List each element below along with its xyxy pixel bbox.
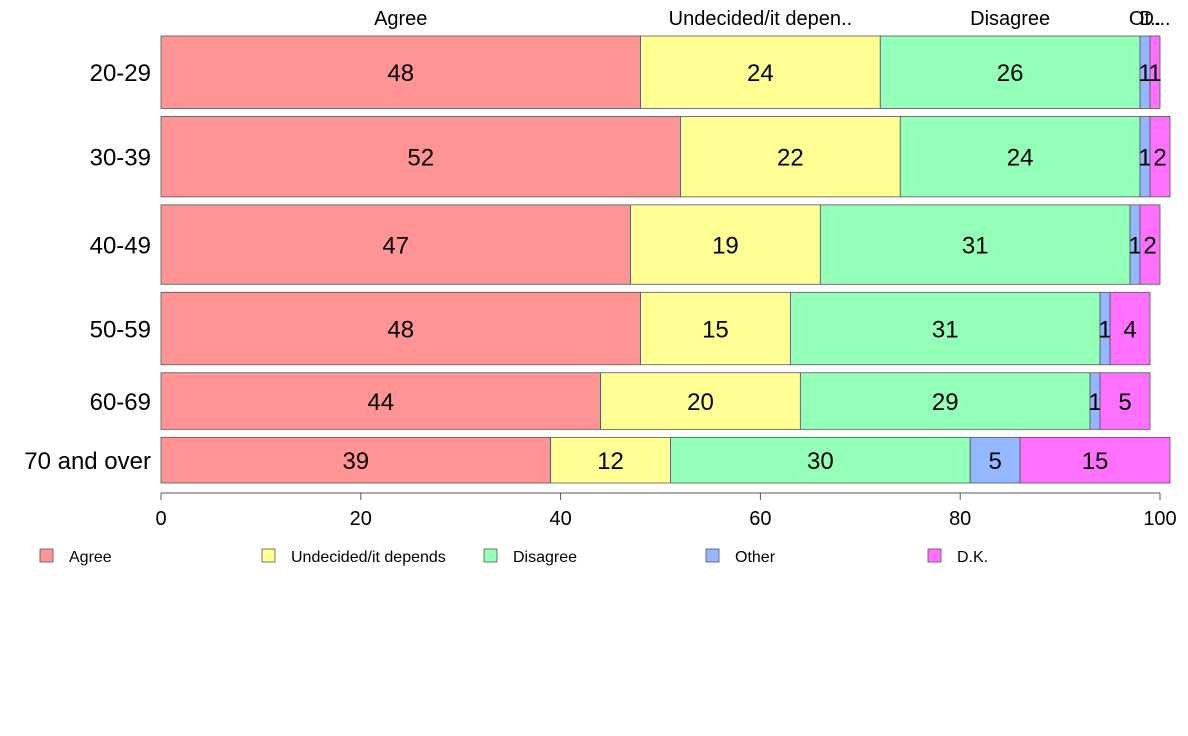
legend-label: D.K. — [957, 549, 988, 566]
category-label: 30-39 — [90, 145, 151, 172]
column-header: Ot.. — [1129, 8, 1161, 30]
bar-segment — [630, 204, 821, 285]
data-label: 4 — [1123, 317, 1136, 344]
bar-segment — [670, 436, 971, 484]
bar-segment — [969, 436, 1021, 484]
data-label: 24 — [1007, 145, 1034, 172]
bar-segment — [819, 204, 1131, 285]
bar-segment — [160, 116, 681, 198]
data-label: 1 — [1138, 145, 1151, 172]
data-label: 15 — [702, 317, 729, 344]
bar-segment — [1149, 116, 1171, 198]
data-label: 52 — [407, 145, 434, 172]
data-label: 1 — [1098, 317, 1111, 344]
legend-swatch — [705, 548, 720, 563]
data-label: 15 — [1082, 448, 1109, 475]
x-tick-label: 20 — [350, 508, 372, 530]
data-label: 24 — [747, 60, 774, 87]
data-label: 26 — [997, 60, 1024, 87]
data-label: 48 — [387, 317, 414, 344]
category-label: 20-29 — [90, 60, 151, 87]
data-label: 31 — [932, 317, 959, 344]
bar-segment — [160, 436, 552, 484]
legend-label: Disagree — [513, 549, 577, 566]
data-label: 1 — [1138, 60, 1151, 87]
data-label: 22 — [777, 145, 804, 172]
data-label: 29 — [932, 389, 959, 416]
data-label: 31 — [962, 233, 989, 260]
legend-swatch — [483, 548, 498, 563]
bar-segment — [550, 436, 671, 484]
data-label: 2 — [1143, 233, 1156, 260]
data-label: 47 — [382, 233, 409, 260]
bar-segment — [160, 204, 631, 285]
x-tick-label: 0 — [155, 508, 166, 530]
bar-segment — [160, 35, 641, 109]
bar-segment — [1099, 372, 1151, 430]
legend-label: Other — [735, 549, 776, 566]
bar-segment — [640, 35, 881, 109]
data-label: 5 — [988, 448, 1001, 475]
bar-segment — [899, 116, 1141, 198]
category-label: 40-49 — [90, 233, 151, 260]
bar-segment — [160, 372, 601, 430]
data-label: 1 — [1088, 389, 1101, 416]
data-label: 20 — [687, 389, 714, 416]
data-label: 1 — [1148, 60, 1161, 87]
legend-swatch — [927, 548, 942, 563]
legend-label: Agree — [69, 549, 112, 566]
bar-segment — [1149, 35, 1161, 109]
bar-segment — [680, 116, 901, 198]
x-tick-label: 40 — [549, 508, 571, 530]
data-label: 1 — [1128, 233, 1141, 260]
data-label: 44 — [367, 389, 394, 416]
legend-swatch — [39, 548, 54, 563]
column-header: Agree — [374, 8, 427, 30]
x-tick-label: 100 — [1143, 508, 1176, 530]
data-label: 39 — [342, 448, 369, 475]
bar-segment — [879, 35, 1141, 109]
category-label: 60-69 — [90, 389, 151, 416]
category-label: 70 and over — [24, 448, 151, 475]
bar-segment — [600, 372, 801, 430]
legend-label: Undecided/it depends — [291, 549, 446, 566]
data-label: 48 — [387, 60, 414, 87]
data-label: 2 — [1153, 145, 1166, 172]
bar-segment — [1109, 291, 1151, 366]
column-header: Disagree — [970, 8, 1050, 30]
x-tick-label: 80 — [949, 508, 971, 530]
data-label: 12 — [597, 448, 624, 475]
bar-segment — [1019, 436, 1171, 484]
data-label: 5 — [1118, 389, 1131, 416]
data-label: 19 — [712, 233, 739, 260]
legend-swatch — [261, 548, 276, 563]
column-header: D... — [1139, 8, 1170, 30]
category-label: 50-59 — [90, 317, 151, 344]
bar-segment — [1139, 204, 1161, 285]
x-tick-label: 60 — [749, 508, 771, 530]
data-label: 30 — [807, 448, 834, 475]
bar-segment — [640, 291, 791, 366]
column-header: Undecided/it depen.. — [669, 8, 852, 30]
bar-segment — [789, 291, 1101, 366]
bar-segment — [799, 372, 1091, 430]
